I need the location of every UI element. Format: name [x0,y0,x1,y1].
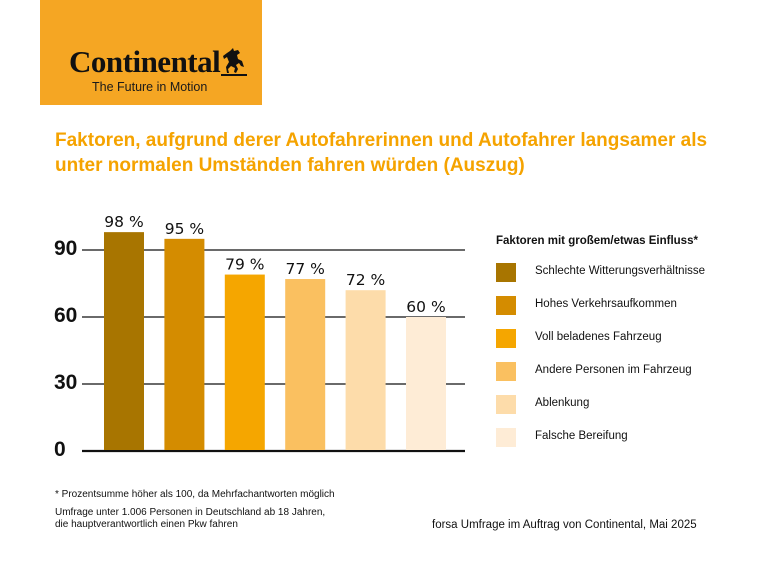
legend-title: Faktoren mit großem/etwas Einfluss* [496,235,698,247]
legend-swatch [496,329,516,348]
legend-swatch [496,362,516,381]
legend-label: Hohes Verkehrsaufkommen [535,298,677,310]
bar [345,290,386,450]
bar-value-label: 98 % [104,213,143,231]
y-tick-label: 90 [54,237,77,260]
legend-label: Voll beladenes Fahrzeug [535,331,662,343]
bar [406,317,446,450]
horse-icon [221,48,247,76]
legend-swatch [496,296,516,315]
bar [164,238,205,450]
bar-value-label: 95 % [165,220,204,238]
bar [285,279,326,450]
legend-label: Falsche Bereifung [535,430,628,442]
bar-value-label: 72 % [346,271,385,289]
chart-title: Faktoren, aufgrund derer Autofahrerinnen… [55,130,708,176]
legend-item: Ablenkung [496,395,756,430]
legend-swatch [496,395,516,414]
logo-wordmark: Continental [69,44,221,79]
bar-value-label: 77 % [286,260,325,278]
legend-swatch [496,263,516,282]
y-tick-label: 0 [54,438,66,461]
chart-legend: Faktoren mit großem/etwas Einfluss* Schl… [496,235,756,463]
bar [224,274,265,450]
continental-logo: Continental The Future in Motion [40,0,262,105]
footnote-survey-line1: Umfrage unter 1.006 Personen in Deutschl… [55,507,326,518]
bar-chart: 0 30 60 90 98 % 95 % 79 % 77 % 72 % 60 % [54,213,465,461]
legend-item: Andere Personen im Fahrzeug [496,362,756,397]
footnote-survey-line2: die hauptverantwortlich einen Pkw fahren [55,519,238,530]
bar-value-label: 79 % [225,256,264,274]
source-note: forsa Umfrage im Auftrag von Continental… [432,519,697,531]
logo-tagline: The Future in Motion [92,80,208,94]
footnote-asterisk: * Prozentsumme höher als 100, da Mehrfac… [55,489,335,500]
legend-item: Hohes Verkehrsaufkommen [496,296,756,331]
bar [104,232,144,450]
y-tick-label: 30 [54,371,77,394]
legend-item: Voll beladenes Fahrzeug [496,329,756,364]
legend-label: Andere Personen im Fahrzeug [535,364,692,376]
legend-label: Schlechte Witterungsverhältnisse [535,265,706,277]
bar-value-label: 60 % [406,298,445,316]
legend-swatch [496,428,516,447]
legend-label: Ablenkung [535,397,590,409]
footnote-survey: Umfrage unter 1.006 Personen in Deutschl… [55,507,355,531]
legend-item: Falsche Bereifung [496,428,756,463]
y-tick-label: 60 [54,304,77,327]
legend-item: Schlechte Witterungsverhältnisse [496,263,756,298]
